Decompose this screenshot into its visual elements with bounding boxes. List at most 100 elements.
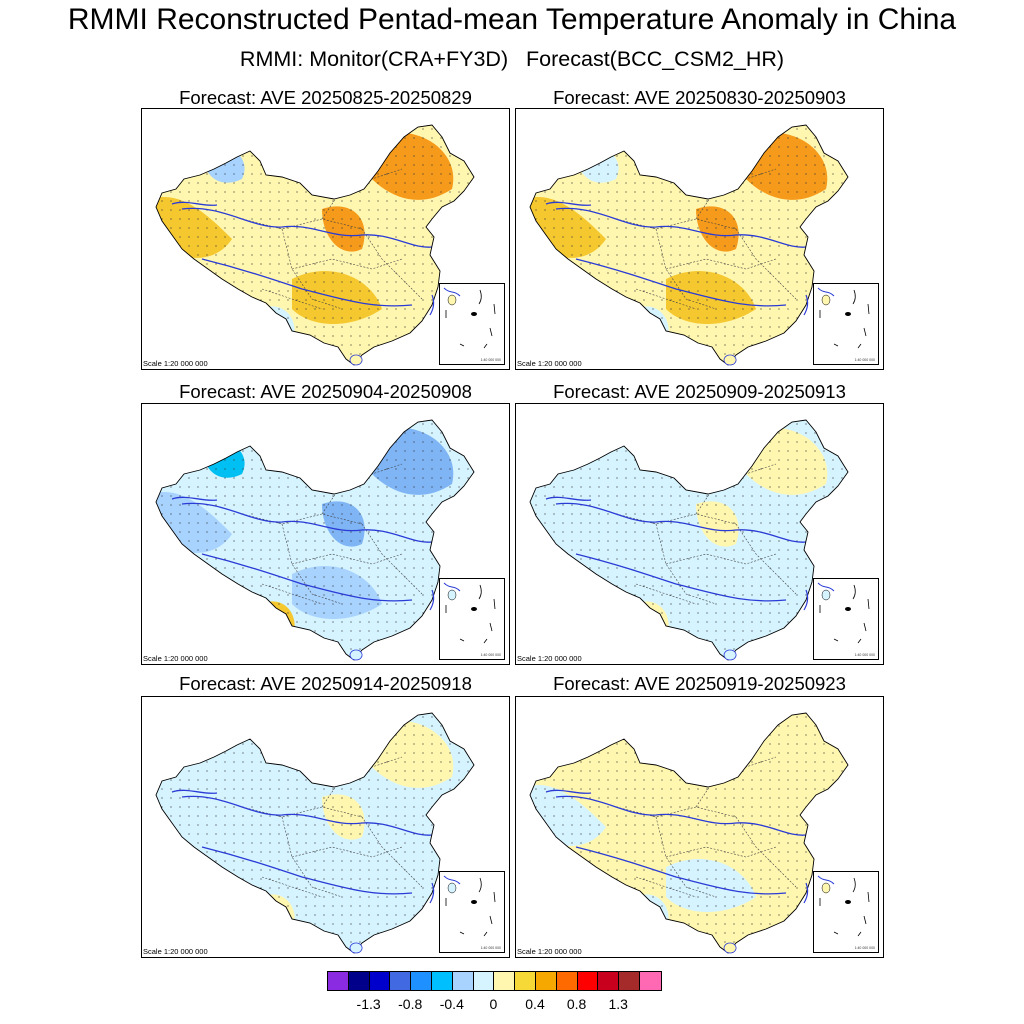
- inset-coast: [817, 287, 835, 297]
- hainan-island: [349, 942, 363, 954]
- river-line: [555, 207, 807, 248]
- province-boundary: [241, 806, 363, 818]
- river-line: [181, 795, 433, 836]
- map-panel: Scale 1:20 000 000 1:40 000 000: [141, 108, 510, 370]
- province-boundary: [241, 513, 363, 525]
- inset-map: [443, 582, 496, 644]
- province-boundary: [735, 228, 797, 300]
- colorbar-swatch: [328, 972, 349, 990]
- map-scale-label: Scale 1:20 000 000: [517, 359, 582, 368]
- inset-map: [443, 287, 496, 349]
- inset-dashed-line: [819, 598, 870, 644]
- province-boundary: [361, 228, 423, 300]
- china-map: [529, 712, 849, 954]
- river-line: [201, 258, 413, 307]
- china-map: [155, 124, 475, 366]
- hainan-island: [723, 942, 737, 954]
- south-china-sea-inset: 1:40 000 000: [439, 578, 505, 660]
- river-line: [201, 553, 413, 602]
- inset-taiwan: [852, 877, 856, 893]
- china-map: [529, 124, 849, 366]
- inset-coast: [443, 582, 461, 592]
- inset-hainan: [447, 882, 457, 894]
- colorbar-swatch: [515, 972, 536, 990]
- inset-scale-label: 1:40 000 000: [854, 653, 875, 657]
- province-boundary: [665, 553, 777, 565]
- inset-dashed-line: [819, 303, 870, 349]
- province-boundary: [665, 846, 777, 858]
- inset-map: [443, 875, 496, 937]
- inset-map: [817, 875, 870, 937]
- map-panel: Scale 1:20 000 000 1:40 000 000: [141, 403, 510, 665]
- province-boundary: [635, 583, 697, 605]
- country-border: [529, 712, 849, 954]
- province-boundary: [635, 876, 697, 898]
- hainan-island: [349, 649, 363, 661]
- colorbar-swatch: [452, 972, 474, 990]
- taiwan-coast: [429, 882, 435, 904]
- province-boundary: [735, 523, 797, 595]
- inset-taiwan: [478, 584, 482, 600]
- inset-dashed-line: [819, 891, 870, 937]
- hainan-island: [723, 354, 737, 366]
- inset-island: [845, 607, 851, 611]
- colorbar-tick-label: 0: [489, 996, 498, 1012]
- river-line: [575, 258, 787, 307]
- colorbar-swatch: [369, 972, 391, 990]
- panel-title: Forecast: AVE 20250904-20250908: [179, 381, 472, 402]
- colorbar-swatch: [598, 972, 620, 990]
- panel-title: Forecast: AVE 20250830-20250903: [553, 87, 846, 108]
- country-border: [529, 124, 849, 366]
- river-line: [181, 502, 433, 543]
- inset-coast: [817, 582, 835, 592]
- panel-title: Forecast: AVE 20250825-20250829: [179, 87, 472, 108]
- colorbar-swatch: [494, 972, 516, 990]
- china-map: [529, 419, 849, 661]
- inset-taiwan: [852, 289, 856, 305]
- colorbar-swatch: [348, 972, 370, 990]
- taiwan-coast: [803, 294, 809, 316]
- province-boundary: [291, 553, 403, 565]
- river-line: [171, 496, 218, 501]
- country-border: [155, 419, 475, 661]
- inset-dashed-line: [445, 598, 496, 644]
- inset-dashed-line: [445, 303, 496, 349]
- taiwan-coast: [803, 882, 809, 904]
- inset-hainan: [447, 589, 457, 601]
- province-boundary: [261, 583, 323, 605]
- province-boundary: [291, 258, 403, 270]
- inset-coast: [443, 287, 461, 297]
- colorbar-tick-label: 0.4: [525, 996, 545, 1012]
- map-panel: Scale 1:20 000 000 1:40 000 000: [515, 403, 884, 665]
- south-china-sea-inset: 1:40 000 000: [439, 283, 505, 365]
- taiwan-coast: [803, 589, 809, 611]
- inset-island: [845, 900, 851, 904]
- south-china-sea-inset: 1:40 000 000: [813, 578, 879, 660]
- river-line: [575, 846, 787, 895]
- colorbar-swatch: [411, 972, 432, 990]
- colorbar-tick-label: 0.8: [566, 996, 587, 1012]
- province-boundary: [665, 258, 777, 270]
- province-boundary: [321, 756, 403, 808]
- province-boundary: [261, 876, 323, 898]
- colorbar-swatch: [390, 972, 412, 990]
- hainan-island: [723, 649, 737, 661]
- country-border: [529, 419, 849, 661]
- panel-title: Forecast: AVE 20250914-20250918: [179, 673, 472, 694]
- river-line: [181, 207, 433, 248]
- province-boundary: [635, 288, 697, 310]
- province-boundary: [321, 168, 403, 220]
- china-map: [155, 419, 475, 661]
- taiwan-coast: [429, 589, 435, 611]
- inset-coast: [443, 875, 461, 885]
- inset-island: [471, 312, 477, 316]
- river-line: [575, 553, 787, 602]
- map-scale-label: Scale 1:20 000 000: [143, 359, 208, 368]
- china-map: [155, 712, 475, 954]
- inset-hainan: [821, 589, 831, 601]
- province-boundary: [361, 523, 423, 595]
- south-china-sea-inset: 1:40 000 000: [813, 871, 879, 953]
- map-panel: Scale 1:20 000 000 1:40 000 000: [515, 696, 884, 958]
- panel-title: Forecast: AVE 20250919-20250923: [553, 673, 846, 694]
- province-boundary: [321, 463, 403, 515]
